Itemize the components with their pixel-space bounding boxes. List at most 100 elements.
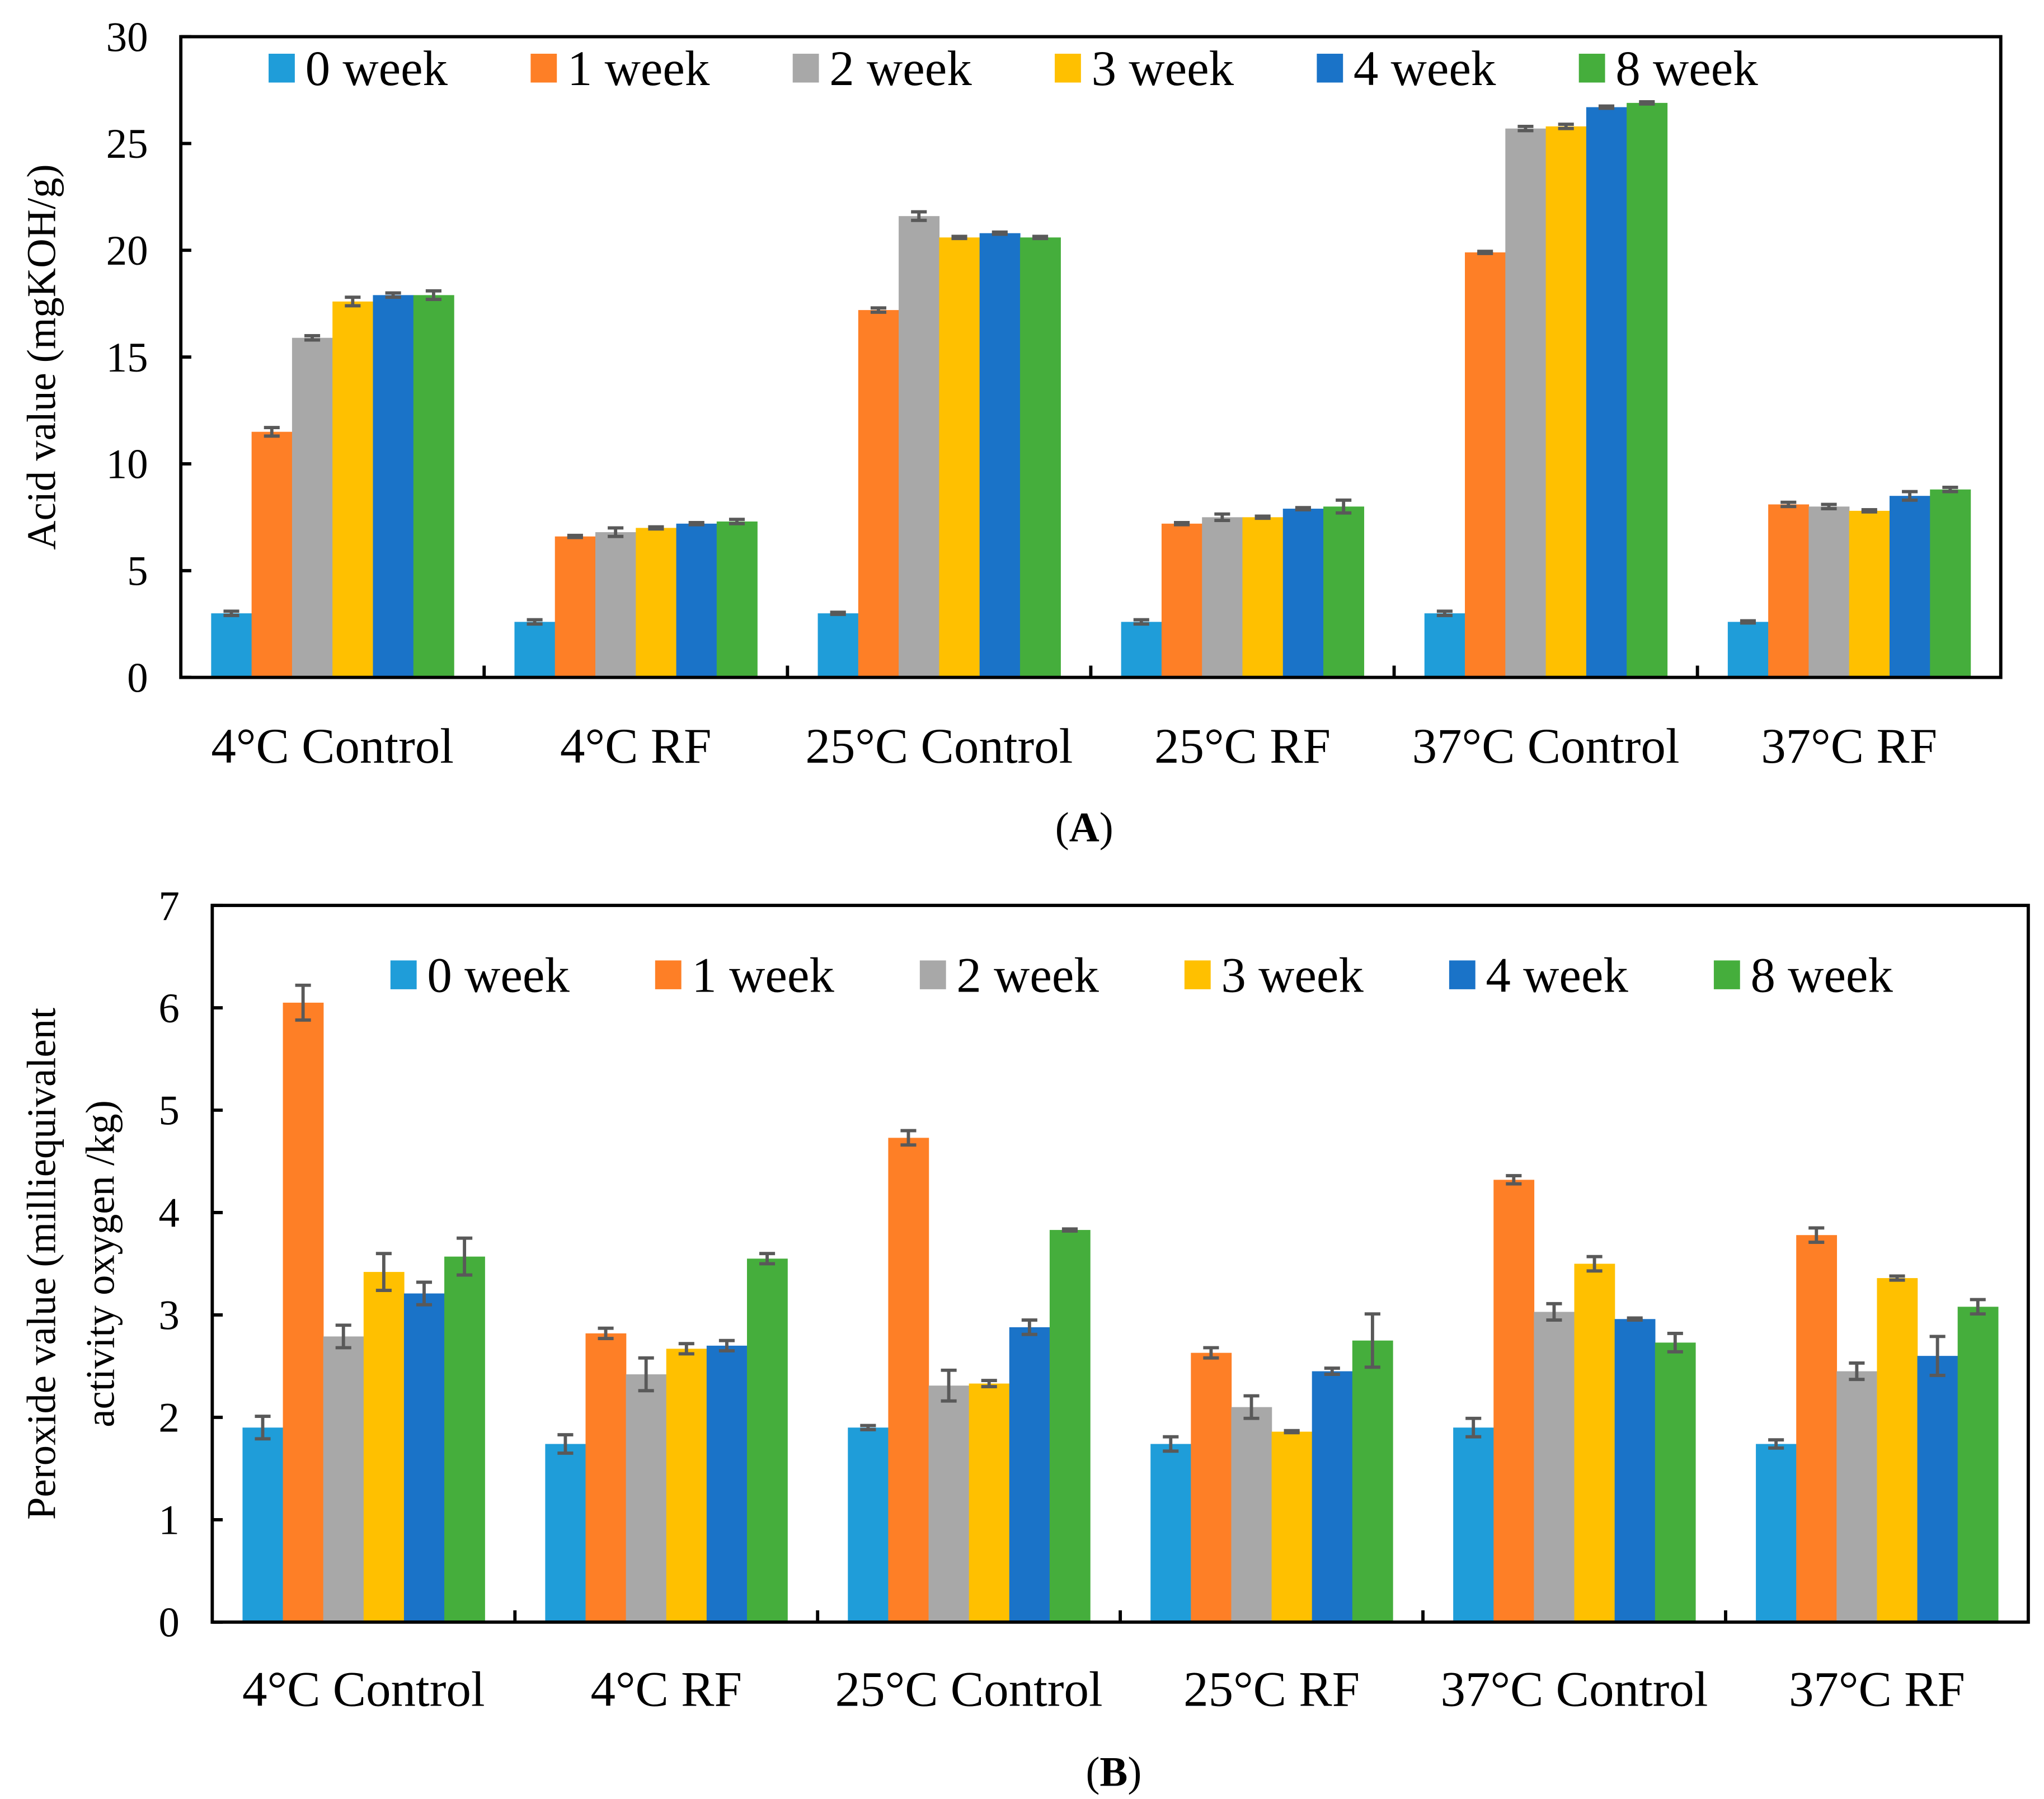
legend: 0 week 1 week 2 week 3 week 4 week 8 week xyxy=(269,41,1758,96)
bar-2-week-3 xyxy=(1231,1407,1272,1622)
y-tick-label: 0 xyxy=(127,655,148,701)
error-bar xyxy=(1163,1435,1179,1453)
legend-label: 3 week xyxy=(1092,41,1234,96)
x-category-label: 25°C Control xyxy=(835,1662,1103,1717)
bar-3-week-5 xyxy=(1877,1278,1918,1622)
bar-4-week-0 xyxy=(373,295,414,678)
bar-4-week-1 xyxy=(706,1345,748,1622)
legend-swatch xyxy=(530,54,557,83)
bar-8-week-0 xyxy=(413,295,454,678)
error-bar xyxy=(345,295,361,308)
bar-4-week-1 xyxy=(676,523,717,678)
bar-2-week-2 xyxy=(899,216,940,678)
bar-3-week-0 xyxy=(363,1272,405,1622)
bar-3-week-4 xyxy=(1545,126,1587,678)
legend-item: 3 week xyxy=(1055,41,1234,96)
error-bar xyxy=(718,1338,735,1352)
legend-swatch xyxy=(919,960,946,989)
x-category-label: 4°C RF xyxy=(560,719,711,774)
x-category-label: 37°C Control xyxy=(1441,1662,1708,1717)
x-category-label: 37°C RF xyxy=(1761,719,1937,774)
legend-swatch xyxy=(390,960,417,989)
error-bar xyxy=(759,1252,776,1266)
bar-1-week-5 xyxy=(1768,504,1810,678)
legend-label: 1 week xyxy=(692,948,834,1003)
bar-4-week-3 xyxy=(1312,1371,1353,1622)
legend-swatch xyxy=(1317,54,1343,83)
error-bar xyxy=(457,1236,473,1277)
error-bar xyxy=(729,518,745,525)
error-bar xyxy=(1740,619,1756,625)
error-bar xyxy=(416,1280,433,1307)
error-bar xyxy=(1780,500,1797,509)
bar-3-week-1 xyxy=(636,528,677,678)
bar-0-week-2 xyxy=(817,613,859,678)
bar-4-week-0 xyxy=(403,1293,445,1622)
legend-item: 0 week xyxy=(390,948,570,1003)
error-bar xyxy=(1598,104,1615,110)
bar-4-week-5 xyxy=(1917,1356,1958,1622)
bar-4-week-2 xyxy=(1009,1327,1050,1622)
x-category-label: 4°C RF xyxy=(591,1662,742,1717)
error-bar xyxy=(1254,514,1271,520)
error-bar xyxy=(295,983,311,1022)
bar-8-week-2 xyxy=(1049,1230,1091,1622)
bar-0-week-4 xyxy=(1453,1427,1494,1622)
bar-2-week-1 xyxy=(595,532,636,678)
error-bar xyxy=(911,210,927,222)
bar-3-week-3 xyxy=(1271,1431,1313,1622)
bar-1-week-0 xyxy=(283,1002,324,1622)
legend-item: 1 week xyxy=(530,41,710,96)
bar-2-week-4 xyxy=(1505,128,1547,678)
y-axis-label: Acid value (mgKOH/g) xyxy=(18,164,64,549)
error-bar xyxy=(527,618,543,626)
bar-2-week-4 xyxy=(1534,1312,1575,1622)
error-bar xyxy=(1517,124,1534,133)
panel-letter: A xyxy=(1069,804,1099,851)
bar-1-week-1 xyxy=(555,536,596,678)
error-bar xyxy=(1639,100,1655,106)
x-category-label: 25°C RF xyxy=(1154,719,1331,774)
bar-1-week-5 xyxy=(1796,1235,1838,1622)
bar-2-week-3 xyxy=(1202,517,1243,678)
y-tick-label: 5 xyxy=(127,548,148,595)
bar-4-week-4 xyxy=(1586,107,1627,678)
bar-8-week-4 xyxy=(1655,1342,1696,1622)
error-bar xyxy=(264,426,280,438)
y-tick-label: 25 xyxy=(106,121,148,167)
error-bar xyxy=(1667,1331,1683,1354)
error-bar xyxy=(638,1356,654,1393)
panel-label: (A) xyxy=(1055,804,1113,851)
x-category-label: 37°C Control xyxy=(1412,719,1680,774)
error-bar xyxy=(1436,609,1453,617)
y-tick-label: 15 xyxy=(106,335,148,381)
y-tick-label: 6 xyxy=(158,985,179,1032)
error-bar xyxy=(648,525,664,531)
legend-label: 8 week xyxy=(1750,948,1893,1003)
error-bar xyxy=(981,1379,997,1388)
bar-0-week-2 xyxy=(848,1427,889,1622)
y-tick-label: 7 xyxy=(158,883,179,929)
panel-label: (B) xyxy=(1086,1749,1141,1796)
bar-0-week-0 xyxy=(211,613,252,678)
legend-label: 8 week xyxy=(1615,41,1758,96)
chart-panel-a: 0 5 10 15 20 25 30 4°C Control 4°C RF 25°C Contro… xyxy=(18,14,2003,851)
y-tick-label: 30 xyxy=(106,14,148,60)
error-bar xyxy=(304,334,321,342)
error-bar xyxy=(385,291,401,299)
bar-8-week-5 xyxy=(1930,489,1971,678)
error-bar xyxy=(1558,123,1574,130)
error-bar xyxy=(1174,520,1190,527)
error-bar xyxy=(1902,490,1918,502)
error-bar xyxy=(688,520,704,527)
error-bar xyxy=(941,1368,957,1403)
legend-item: 8 week xyxy=(1713,948,1893,1003)
y-tick-label: 4 xyxy=(158,1190,179,1237)
bar-4-week-5 xyxy=(1889,496,1930,678)
error-bar xyxy=(1284,1429,1300,1435)
error-bar xyxy=(425,289,441,301)
bar-4-week-2 xyxy=(979,233,1021,678)
legend-item: 4 week xyxy=(1317,41,1496,96)
bar-2-week-1 xyxy=(626,1374,667,1622)
